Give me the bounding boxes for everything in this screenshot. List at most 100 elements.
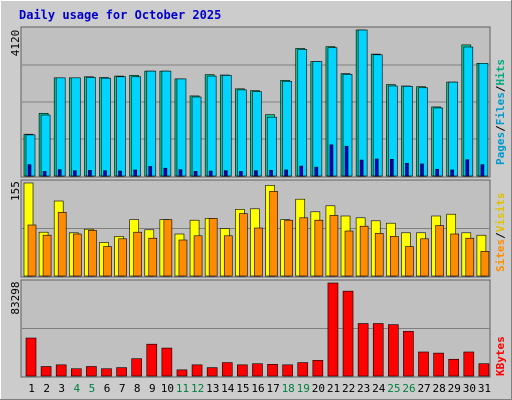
day-label-21: 21	[327, 382, 340, 395]
bar-pages-4	[72, 170, 77, 177]
chart-title: Daily usage for October 2025	[19, 8, 221, 22]
bar-files-19	[297, 49, 308, 177]
legend-kbytes: KBytes	[494, 336, 507, 376]
day-label-25: 25	[387, 382, 400, 395]
bar-files-24	[372, 54, 383, 177]
bar-files-10	[161, 70, 172, 177]
bar-kbytes-8	[131, 358, 142, 377]
bar-kbytes-23	[357, 323, 369, 377]
legend-sites-visits: Sites/Visits	[494, 193, 507, 273]
day-label-18: 18	[282, 382, 295, 395]
bars-layer	[23, 29, 490, 377]
bar-sites-3	[57, 212, 67, 277]
day-label-24: 24	[372, 382, 386, 395]
bar-sites-11	[178, 239, 188, 277]
bar-files-7	[116, 76, 126, 177]
day-label-6: 6	[104, 382, 111, 395]
bar-sites-24	[374, 233, 384, 277]
bar-sites-27	[420, 238, 429, 277]
day-label-12: 12	[191, 382, 204, 395]
bar-files-27	[418, 87, 428, 177]
bar-files-23	[357, 29, 368, 177]
day-label-30: 30	[463, 382, 476, 395]
bar-kbytes-16	[252, 363, 263, 377]
bar-sites-16	[254, 227, 263, 277]
bar-kbytes-13	[206, 367, 218, 377]
bar-files-15	[237, 89, 247, 177]
bar-sites-28	[435, 225, 444, 277]
bar-sites-4	[72, 233, 82, 277]
bar-files-26	[403, 86, 413, 177]
bar-pages-29	[450, 169, 455, 177]
bar-sites-8	[133, 231, 142, 277]
bar-pages-27	[420, 163, 424, 177]
day-label-10: 10	[161, 382, 174, 395]
legend-sites: Sites	[494, 239, 507, 272]
day-label-8: 8	[134, 382, 141, 395]
bar-kbytes-18	[282, 364, 293, 377]
bar-sites-22	[344, 230, 354, 277]
bar-sites-25	[390, 236, 399, 277]
bar-sites-10	[163, 219, 173, 277]
bar-pages-24	[374, 158, 379, 177]
bar-pages-10	[163, 167, 168, 177]
bar-sites-26	[405, 246, 414, 277]
bar-sites-15	[239, 213, 248, 277]
legend-sep-2: /	[494, 85, 507, 92]
bar-pages-9	[148, 166, 153, 177]
bar-kbytes-10	[161, 347, 173, 377]
bar-kbytes-24	[372, 323, 384, 377]
day-label-2: 2	[43, 382, 50, 395]
bar-kbytes-19	[297, 362, 309, 377]
day-label-16: 16	[251, 382, 264, 395]
bar-kbytes-20	[312, 360, 324, 377]
bar-sites-9	[148, 237, 158, 277]
bar-sites-1	[27, 224, 37, 277]
day-label-27: 27	[417, 382, 430, 395]
day-label-20: 20	[312, 382, 325, 395]
bar-pages-15	[239, 171, 243, 177]
bar-files-18	[282, 81, 292, 177]
bar-sites-6	[103, 246, 112, 277]
bar-pages-1	[27, 164, 32, 177]
day-label-23: 23	[357, 382, 370, 395]
bar-pages-20	[314, 166, 319, 177]
day-label-7: 7	[119, 382, 126, 395]
bar-kbytes-22	[342, 290, 354, 377]
bar-sites-20	[314, 219, 324, 277]
bar-pages-21	[329, 144, 334, 177]
bar-sites-18	[284, 219, 293, 277]
day-label-15: 15	[236, 382, 249, 395]
bar-sites-21	[329, 215, 339, 277]
day-label-1: 1	[28, 382, 35, 395]
bar-kbytes-30	[463, 351, 475, 377]
bar-kbytes-7	[116, 367, 127, 377]
bar-files-17	[267, 116, 277, 177]
bar-files-29	[448, 81, 459, 177]
bar-pages-22	[344, 145, 349, 177]
day-label-3: 3	[58, 382, 65, 395]
bar-kbytes-17	[267, 363, 278, 377]
bar-sites-30	[465, 237, 475, 277]
day-label-14: 14	[221, 382, 235, 395]
bar-kbytes-21	[327, 282, 339, 377]
bar-kbytes-11	[176, 369, 188, 377]
bar-sites-19	[299, 217, 309, 277]
bar-kbytes-12	[191, 364, 203, 377]
bar-files-12	[191, 96, 202, 177]
day-labels: 1 2 3 4 5 6 7 8 9 10 11 12 13 14 15 16 17 18 19 20 21 22 23 24 2…	[28, 382, 491, 395]
legend-sep-1: /	[494, 125, 507, 132]
bar-pages-26	[405, 162, 409, 177]
bar-files-11	[176, 78, 187, 177]
day-label-9: 9	[149, 382, 156, 395]
day-label-13: 13	[206, 382, 219, 395]
legend-hits: Hits	[494, 59, 507, 86]
hits-max-label: 4120	[9, 30, 22, 57]
day-label-5: 5	[89, 382, 96, 395]
day-label-4: 4	[74, 382, 81, 395]
bar-pages-28	[435, 168, 439, 177]
bar-kbytes-28	[433, 352, 444, 377]
day-label-11: 11	[176, 382, 189, 395]
day-label-17: 17	[266, 382, 279, 395]
